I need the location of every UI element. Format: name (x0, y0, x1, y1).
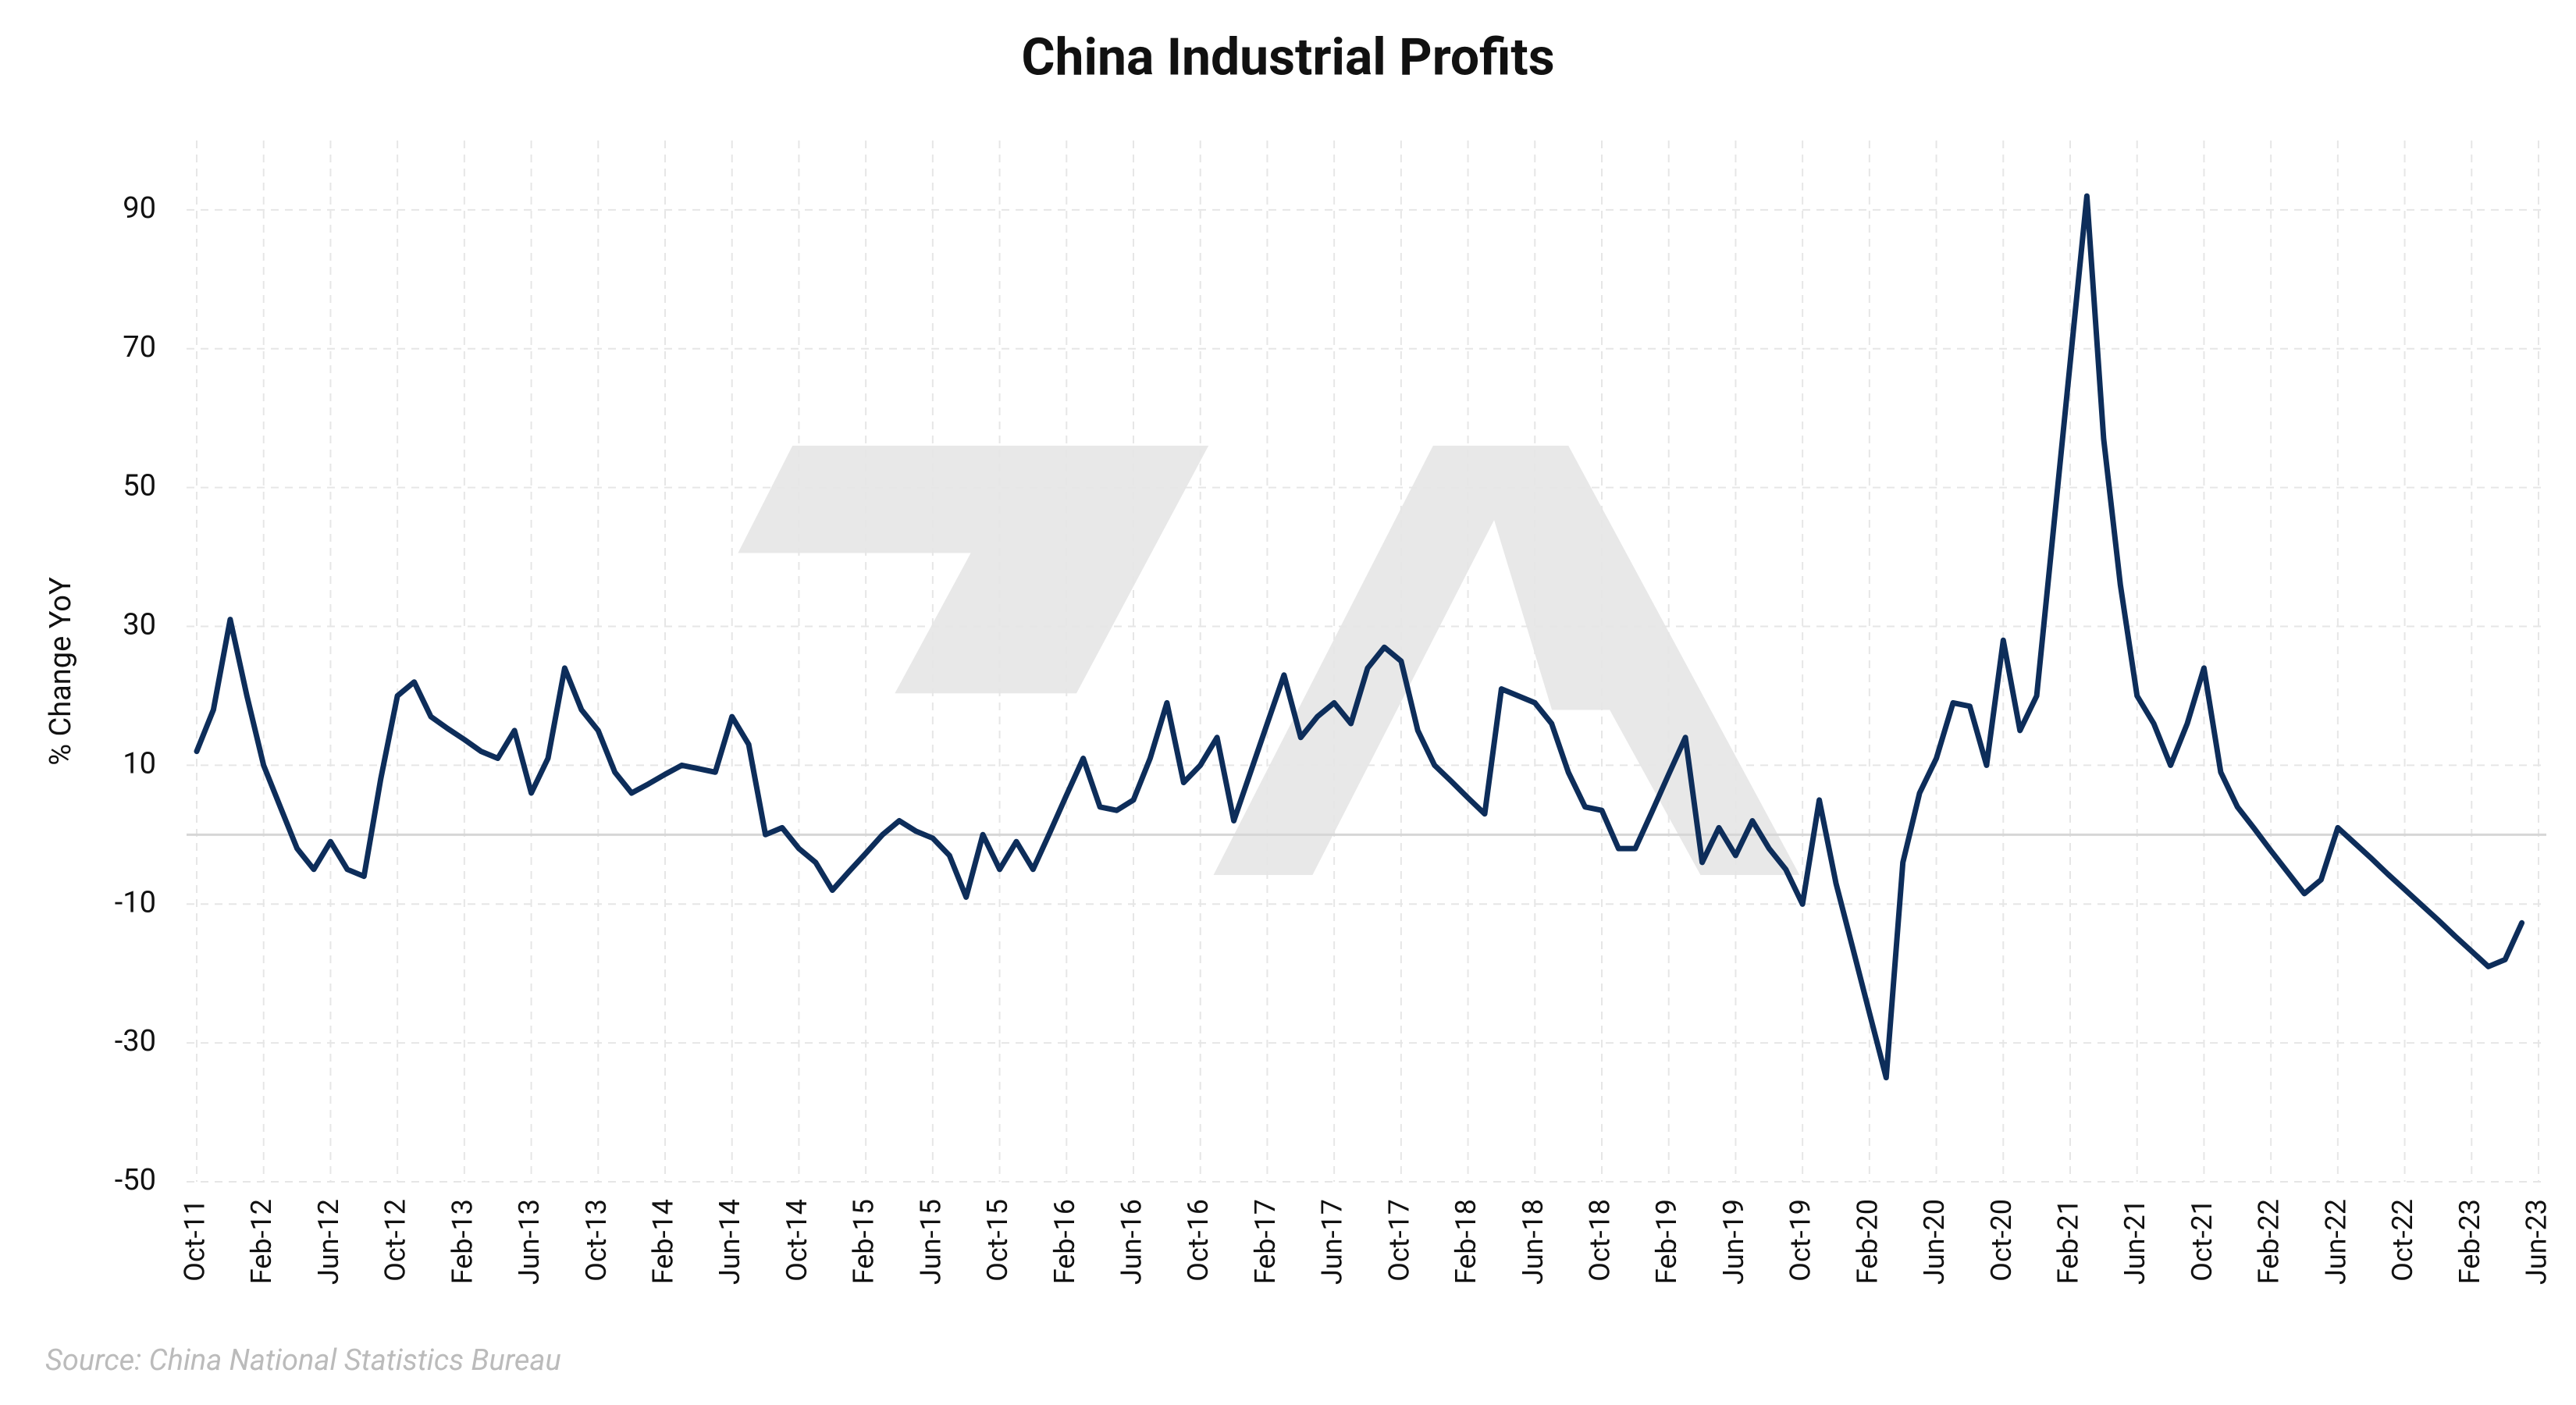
x-tick-label: Feb-20 (1851, 1199, 1884, 1284)
chart-title: China Industrial Profits (1021, 27, 1554, 87)
y-tick-label: 90 (123, 191, 156, 226)
y-tick-label: -50 (115, 1163, 156, 1197)
x-tick-label: Jun-16 (1115, 1199, 1148, 1285)
x-tick-label: Oct-16 (1182, 1199, 1215, 1282)
x-tick-label: Feb-13 (446, 1199, 479, 1284)
x-tick-label: Feb-15 (848, 1199, 881, 1284)
x-tick-label: Oct-21 (2186, 1199, 2218, 1282)
x-tick-label: Feb-16 (1048, 1199, 1081, 1284)
x-tick-label: Oct-15 (981, 1199, 1014, 1282)
x-tick-label: Feb-18 (1450, 1199, 1482, 1284)
y-tick-label: -10 (115, 885, 156, 919)
x-tick-label: Feb-23 (2453, 1199, 2486, 1284)
x-tick-label: Jun-15 (914, 1199, 947, 1285)
watermark-shape (738, 446, 1209, 694)
x-tick-label: Jun-13 (513, 1199, 546, 1285)
x-tick-label: Feb-22 (2253, 1199, 2286, 1284)
x-tick-label: Jun-14 (713, 1199, 746, 1285)
x-tick-label: Oct-19 (1784, 1199, 1817, 1282)
y-tick-label: 10 (123, 746, 156, 781)
x-tick-label: Oct-14 (781, 1199, 813, 1282)
x-tick-label: Oct-11 (179, 1199, 212, 1282)
x-tick-label: Oct-18 (1584, 1199, 1617, 1282)
x-tick-label: Feb-21 (2052, 1199, 2085, 1284)
watermark-shape (1213, 446, 1800, 875)
line-series (194, 193, 2525, 1081)
y-tick-label: -30 (115, 1024, 156, 1058)
x-tick-label: Feb-17 (1249, 1199, 1282, 1284)
x-tick-label: Jun-21 (2119, 1199, 2151, 1285)
x-tick-label: Jun-19 (1717, 1199, 1750, 1285)
source: Source: China National Statistics Bureau (45, 1343, 561, 1378)
x-tick-label: Jun-12 (312, 1199, 345, 1285)
x-tick-label: Oct-12 (379, 1199, 412, 1282)
x-tick-label: Jun-22 (2319, 1199, 2352, 1285)
y-tick-label: 50 (123, 469, 156, 503)
x-tick-label: Jun-17 (1316, 1199, 1349, 1285)
x-tick-label: Feb-19 (1650, 1199, 1683, 1284)
y-axis-label: % Change YoY (44, 577, 78, 766)
x-tick-label: Oct-17 (1382, 1199, 1415, 1282)
x-tick-label: Jun-23 (2521, 1199, 2553, 1285)
x-tick-label: Jun-20 (1918, 1199, 1951, 1285)
x-tick-label: Oct-13 (580, 1199, 613, 1282)
watermark (738, 446, 1800, 875)
x-tick-label: Jun-18 (1517, 1199, 1550, 1285)
x-tick-label: Feb-14 (647, 1199, 680, 1284)
y-tick-label: 30 (123, 608, 156, 642)
x-tick-label: Feb-12 (245, 1199, 278, 1284)
y-tick-label: 70 (123, 330, 156, 365)
x-tick-label: Oct-22 (2386, 1199, 2419, 1282)
x-tick-label: Oct-20 (1985, 1199, 2018, 1282)
